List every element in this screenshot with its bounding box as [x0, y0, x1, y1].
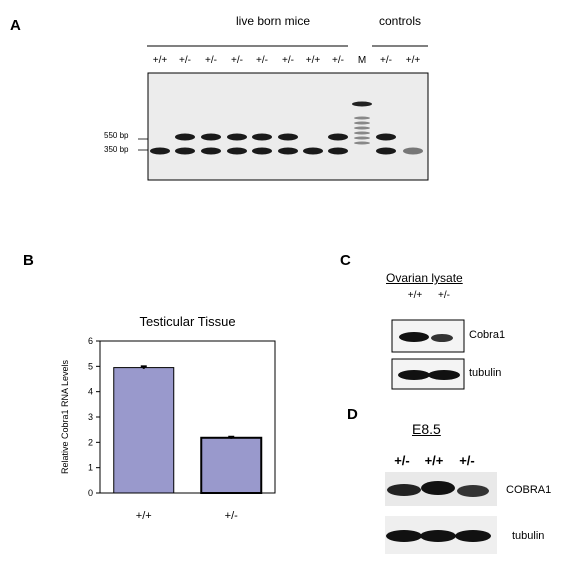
ovarian-lysate-title: Ovarian lysate: [386, 271, 463, 285]
band-350-lane-3: [201, 147, 221, 155]
band-550-lane-5: [252, 133, 272, 141]
band-d-tubulin-3: [455, 530, 491, 542]
marker-band-5: [354, 136, 370, 140]
panel-d-cobra1-label: COBRA1: [506, 484, 552, 496]
lane-label-6: +/-: [282, 55, 294, 66]
panel-b-letter: B: [23, 252, 34, 269]
band-350-lane-5: [252, 147, 272, 155]
y-tick-label-2: 2: [88, 437, 93, 447]
band-550-lane-4: [227, 133, 247, 141]
band-d-cobra1-3: [457, 485, 489, 497]
marker-band-4: [354, 131, 370, 135]
panel-c-lane-2: +/-: [438, 290, 450, 301]
x-category-label-2: +/-: [224, 510, 238, 522]
band-550-lane-2: [175, 133, 195, 141]
chart-title: Testicular Tissue: [139, 314, 236, 329]
panel-c-lane-1: +/+: [407, 290, 423, 301]
band-350-lane-4: [227, 147, 247, 155]
band-350-lane-7: [303, 147, 323, 155]
panel-c-letter: C: [340, 252, 351, 269]
y-axis-label: Relative Cobra1 RNA Levels: [60, 359, 70, 474]
y-axis-ticks: 0 1 2 3 4 5 6: [88, 336, 100, 498]
panel-d-letter: D: [347, 406, 358, 423]
size-550-label: 550 bp: [104, 131, 129, 140]
testicular-chart: 0 1 2 3 4 5 6 Relative Cobra1 RNA Levels: [60, 336, 276, 498]
band-c-tubulin-2: [428, 370, 460, 380]
band-350-lane-2: [175, 147, 195, 155]
lane-label-3: +/-: [205, 55, 217, 66]
band-550-lane-10: [376, 133, 396, 141]
bar-1: [113, 367, 175, 494]
band-550-lane-6: [278, 133, 298, 141]
panel-c-blots: [391, 319, 465, 390]
size-350-label: 350 bp: [104, 145, 129, 154]
panel-a-gel-figure: [138, 45, 429, 181]
band-550-lane-3: [201, 133, 221, 141]
bars: [113, 365, 263, 495]
panel-d-tubulin-label: tubulin: [512, 530, 545, 542]
band-d-tubulin-1: [386, 530, 422, 542]
band-350-lane-10: [376, 147, 396, 155]
band-d-cobra1-1: [387, 484, 421, 496]
band-d-cobra1-2: [421, 481, 455, 495]
y-tick-label-1: 1: [88, 463, 93, 473]
panel-d-lane-2: +/+: [424, 453, 444, 468]
marker-band-top: [352, 101, 372, 107]
panel-c-tubulin-label: tubulin: [469, 367, 502, 379]
band-350-lane-1: [150, 147, 170, 155]
bar-2: [200, 436, 263, 495]
y-tick-label-3: 3: [88, 412, 93, 422]
x-category-label-1: +/+: [135, 510, 152, 522]
live-born-mice-header: live born mice: [235, 14, 311, 28]
y-tick-label-4: 4: [88, 387, 93, 397]
controls-header: controls: [378, 14, 422, 28]
band-350-lane-8: [328, 147, 348, 155]
lane-label-11: +/+: [405, 55, 421, 66]
lane-label-1: +/+: [152, 55, 168, 66]
panel-d-lane-1: +/-: [394, 453, 410, 468]
e85-title: E8.5: [412, 421, 441, 437]
panel-c-cobra1-label: Cobra1: [469, 329, 506, 341]
y-tick-label-6: 6: [88, 336, 93, 346]
marker-band-1: [354, 116, 370, 120]
band-c-tubulin-1: [398, 370, 430, 380]
gel-bands: [150, 101, 423, 155]
band-550-lane-8: [328, 133, 348, 141]
band-350-lane-6: [278, 147, 298, 155]
lane-label-4: +/-: [231, 55, 243, 66]
y-tick-label-5: 5: [88, 361, 93, 371]
gel-image: [147, 72, 429, 181]
marker-band-3: [354, 126, 370, 130]
marker-band-2: [354, 121, 370, 125]
lane-label-9: M: [357, 55, 367, 66]
lane-label-5: +/-: [256, 55, 268, 66]
marker-band-6: [354, 141, 370, 145]
band-350-lane-11: [403, 147, 423, 155]
lane-label-8: +/-: [332, 55, 344, 66]
band-d-tubulin-2: [420, 530, 456, 542]
y-tick-label-0: 0: [88, 488, 93, 498]
band-c-cobra1-1: [399, 332, 429, 342]
lane-label-7: +/+: [305, 55, 321, 66]
lane-label-10: +/-: [380, 55, 392, 66]
band-c-cobra1-2: [431, 334, 453, 342]
lane-label-2: +/-: [179, 55, 191, 66]
panel-a-letter: A: [10, 17, 21, 34]
panel-d-lane-3: +/-: [459, 453, 475, 468]
